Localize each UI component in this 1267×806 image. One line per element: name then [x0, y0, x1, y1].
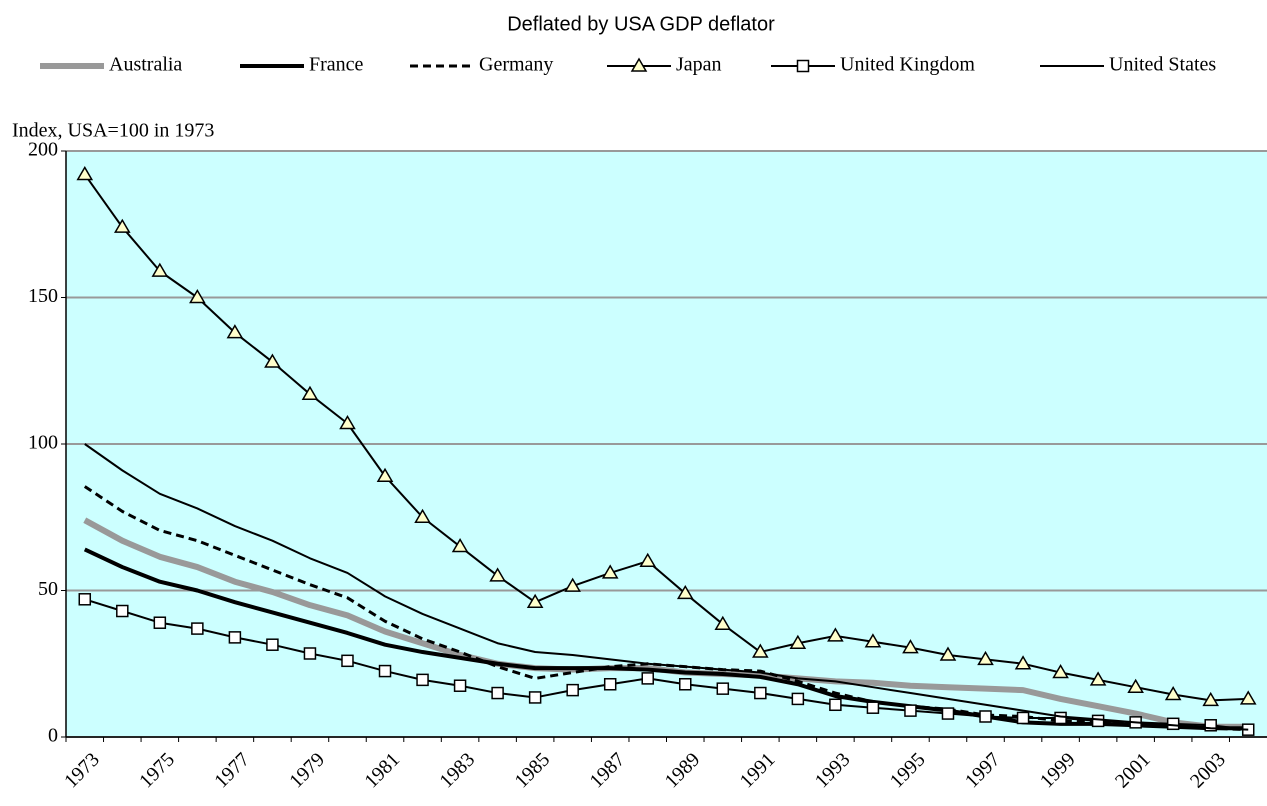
y-tick-label: 0: [48, 725, 58, 747]
data-point: [376, 467, 394, 482]
data-point: [301, 385, 319, 400]
data-point: [977, 650, 994, 666]
y-tick-label: 50: [38, 578, 58, 600]
data-point: [153, 616, 167, 629]
data-point: [676, 584, 694, 600]
data-point: [641, 672, 654, 685]
data-point: [416, 673, 429, 687]
data-point: [1089, 671, 1107, 686]
data-point: [1204, 719, 1217, 732]
x-tick-label: 1979: [285, 749, 329, 793]
data-point: [1054, 711, 1067, 725]
x-tick-label: 1981: [360, 749, 404, 793]
y-tick-label: 200: [28, 139, 58, 161]
data-point: [864, 633, 882, 648]
data-point: [979, 710, 992, 723]
data-point: [939, 646, 957, 661]
data-point: [1014, 655, 1032, 670]
data-point: [601, 564, 619, 579]
data-point: [1091, 714, 1105, 728]
legend-marker: [630, 57, 648, 72]
data-point: [228, 631, 242, 644]
data-point: [1127, 678, 1144, 693]
x-tick-label: 1991: [736, 749, 780, 793]
data-point: [189, 289, 206, 304]
x-tick-label: 1973: [60, 749, 104, 793]
x-tick-label: 1997: [961, 749, 1005, 793]
data-point: [526, 593, 544, 608]
data-point: [716, 682, 730, 695]
y-tick-label: 150: [28, 285, 58, 307]
data-point: [378, 664, 392, 678]
legend-label: United States: [1109, 54, 1216, 76]
x-tick-label: 2001: [1111, 749, 1155, 793]
data-point: [566, 683, 579, 697]
data-point: [191, 622, 204, 635]
x-tick-label: 1987: [586, 749, 630, 793]
series-line: [83, 547, 1249, 731]
data-point: [564, 577, 581, 592]
series-line: [84, 443, 1249, 731]
legend-label: United Kingdom: [840, 54, 975, 76]
data-point: [528, 691, 542, 704]
data-point: [414, 508, 431, 523]
data-point: [1052, 664, 1069, 679]
data-point: [941, 707, 955, 720]
data-point: [303, 647, 317, 660]
legend-label: Australia: [109, 54, 182, 76]
x-tick-label: 1985: [510, 749, 554, 793]
x-tick-label: 1995: [886, 749, 930, 793]
data-point: [679, 678, 692, 691]
data-point: [339, 415, 356, 430]
data-point: [752, 643, 769, 658]
data-point: [78, 593, 92, 606]
data-point: [1016, 711, 1030, 725]
data-point: [266, 638, 279, 651]
data-point: [226, 324, 244, 339]
data-point: [116, 604, 129, 618]
data-point: [1166, 717, 1180, 731]
data-point: [1239, 690, 1257, 705]
data-point: [341, 654, 354, 668]
data-point: [904, 704, 917, 717]
data-point: [76, 165, 94, 181]
legend-marker: [796, 59, 810, 73]
series-line: [84, 598, 1249, 731]
data-point: [1202, 691, 1220, 707]
data-point: [829, 698, 842, 712]
x-tick-label: 1993: [811, 749, 855, 793]
data-point: [453, 679, 467, 692]
x-tick-label: 1989: [661, 749, 705, 793]
x-tick-label: 1999: [1036, 749, 1080, 793]
data-point: [151, 262, 169, 277]
data-point: [264, 353, 281, 368]
chart-title: Deflated by USA GDP deflator: [507, 13, 775, 35]
legend-label: Japan: [676, 54, 722, 76]
data-point: [827, 627, 844, 642]
data-point: [451, 538, 469, 553]
data-point: [489, 567, 506, 582]
legend-label: Germany: [479, 54, 553, 76]
data-point: [866, 701, 880, 714]
data-point: [902, 639, 919, 654]
data-point: [1164, 686, 1182, 701]
x-tick-label: 1977: [210, 749, 254, 793]
data-point: [491, 686, 504, 700]
data-point: [603, 678, 617, 691]
data-point: [754, 686, 767, 700]
x-tick-label: 2003: [1186, 749, 1230, 793]
y-axis-label: Index, USA=100 in 1973: [12, 120, 214, 142]
data-point: [714, 615, 732, 630]
x-tick-label: 1983: [435, 749, 479, 793]
data-point: [113, 218, 131, 233]
x-tick-label: 1975: [135, 749, 179, 793]
data-point: [791, 692, 805, 706]
legend-label: France: [309, 54, 364, 76]
y-tick-label: 100: [28, 432, 58, 454]
data-point: [789, 634, 807, 649]
data-point: [639, 552, 657, 567]
